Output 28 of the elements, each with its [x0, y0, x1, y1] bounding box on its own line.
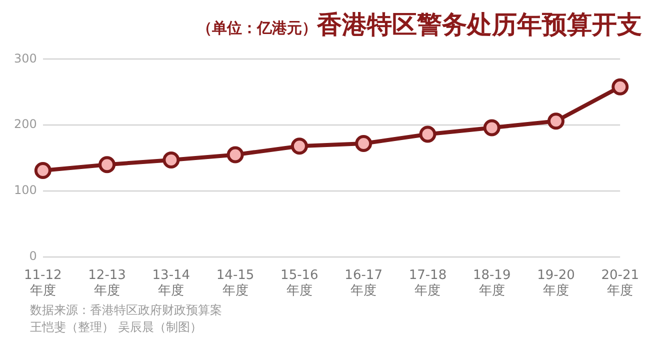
chart-title: 香港特区警务处历年预算开支	[317, 10, 642, 39]
x-tick-label: 12-13 年度	[88, 268, 126, 299]
point	[483, 119, 500, 136]
y-tick-label: 0	[29, 248, 37, 263]
x-tick-label: 13-14 年度	[152, 268, 190, 299]
x-tick-label: 16-17 年度	[344, 268, 382, 299]
y-tick-label: 200	[14, 117, 37, 132]
x-tick-label: 20-21 年度	[601, 268, 640, 299]
x-tick-label: 11-12 年度	[24, 268, 62, 299]
text: 王恺斐（整理） 吴辰晨（制图）	[30, 319, 203, 336]
point	[355, 135, 372, 152]
point	[612, 78, 629, 96]
source-note: 数据来源：香港特区政府财政预算案	[30, 302, 223, 319]
point	[290, 138, 308, 155]
point	[419, 126, 436, 143]
point	[226, 146, 244, 164]
y-tick-label: 100	[14, 183, 37, 198]
point	[98, 156, 116, 174]
x-tick-label: 14-15 年度	[216, 268, 254, 299]
x-tick-label: 19-20 年度	[537, 268, 575, 299]
x-tick-label: 18-19 年度	[472, 268, 511, 299]
x-tick-label: 17-18 年度	[408, 268, 447, 299]
point	[162, 151, 180, 168]
y-tick-label: 300	[14, 51, 37, 66]
point	[547, 112, 564, 130]
x-tick-label: 15-16 年度	[280, 268, 318, 299]
point	[34, 162, 52, 180]
chart-subtitle: （单位：亿港元）	[197, 19, 317, 37]
